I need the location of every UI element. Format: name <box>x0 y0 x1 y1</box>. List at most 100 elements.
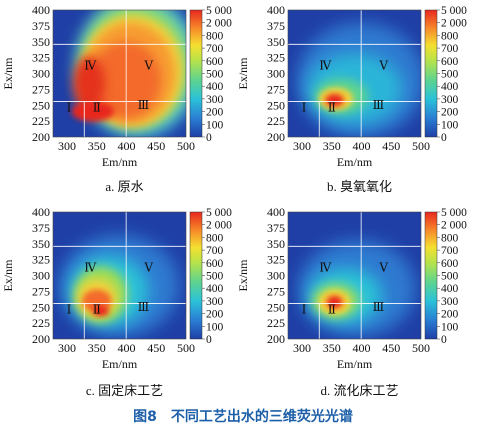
y-tick-label: 275 <box>267 82 285 96</box>
y-tick-label: 375 <box>32 221 50 235</box>
panel-caption: c. 固定床工艺 <box>86 383 163 398</box>
y-tick-label: 375 <box>267 19 285 33</box>
colorbar-tick-label: 100 <box>441 119 459 131</box>
x-tick-label: 500 <box>412 341 430 355</box>
colorbar-tick-label: 700 <box>441 245 459 257</box>
plot-frame <box>52 211 187 340</box>
x-axis-label: Em/nm <box>102 357 138 371</box>
x-tick-label: 450 <box>382 139 400 153</box>
x-tick-label: 400 <box>118 139 136 153</box>
region-label: Ⅲ <box>373 98 385 112</box>
colorbar-tick-label: 800 <box>441 232 459 244</box>
colorbar-tick-label: 300 <box>441 94 459 106</box>
y-tick-label: 350 <box>267 237 285 251</box>
colorbar-tick-label: 200 <box>206 107 224 119</box>
x-tick-label: 300 <box>58 139 76 153</box>
region-label: Ⅲ <box>138 98 150 112</box>
y-axis-label: Ex/nm <box>236 259 250 292</box>
region-label: Ⅱ <box>328 303 336 317</box>
x-axis-label: Em/nm <box>337 155 373 169</box>
y-axis-label: Ex/nm <box>236 57 250 90</box>
colorbar <box>424 9 438 138</box>
x-tick-label: 400 <box>118 341 136 355</box>
colorbar-tick-label: 200 <box>441 107 459 119</box>
region-label: Ⅴ <box>378 59 388 73</box>
y-tick-label: 275 <box>32 284 50 298</box>
colorbar-tick-label: 500 <box>206 271 224 283</box>
colorbar-tick-label: 400 <box>206 283 224 295</box>
y-tick-label: 350 <box>32 35 50 49</box>
y-tick-label: 325 <box>267 51 285 65</box>
colorbar-tick-label: 300 <box>441 296 459 308</box>
colorbar-tick-label: 0 <box>206 132 212 144</box>
region-label: Ⅳ <box>84 261 97 275</box>
y-tick-label: 400 <box>267 205 285 219</box>
region-label: Ⅳ <box>319 261 332 275</box>
plot-frame <box>52 9 187 138</box>
colorbar-tick-label: 600 <box>441 258 459 270</box>
y-tick-label: 200 <box>32 332 50 346</box>
colorbar-tick-label: 2 000 <box>441 220 467 232</box>
colorbar-tick-label: 100 <box>441 321 459 333</box>
x-axis-label: Em/nm <box>102 155 138 169</box>
colorbar-tick-label: 800 <box>206 30 224 42</box>
y-tick-label: 300 <box>32 67 50 81</box>
y-tick-label: 300 <box>267 67 285 81</box>
y-axis-label: Ex/nm <box>1 259 15 292</box>
region-label: Ⅳ <box>84 59 97 73</box>
colorbar-tick-label: 500 <box>441 69 459 81</box>
colorbar-tick-label: 400 <box>206 81 224 93</box>
y-tick-label: 275 <box>267 284 285 298</box>
colorbar-tick-label: 700 <box>206 43 224 55</box>
heatmap <box>288 212 421 339</box>
region-label: Ⅳ <box>319 59 332 73</box>
plot-frame <box>287 9 422 138</box>
heatmap <box>53 10 186 137</box>
y-tick-label: 400 <box>267 3 285 17</box>
colorbar-tick-label: 5 000 <box>206 207 232 219</box>
x-tick-label: 450 <box>382 341 400 355</box>
x-tick-label: 300 <box>293 139 311 153</box>
panel-caption: d. 流化床工艺 <box>320 383 398 398</box>
colorbar-tick-label: 2 000 <box>206 18 232 30</box>
intensity-blob <box>92 305 109 317</box>
y-tick-label: 200 <box>267 332 285 346</box>
colorbar-tick-label: 200 <box>441 309 459 321</box>
x-tick-label: 450 <box>147 341 165 355</box>
colorbar-tick-label: 2 000 <box>206 220 232 232</box>
colorbar-tick-label: 200 <box>206 309 224 321</box>
intensity-blob <box>325 93 344 107</box>
y-tick-label: 325 <box>32 253 50 267</box>
colorbar-tick-label: 400 <box>441 81 459 93</box>
y-tick-label: 275 <box>32 82 50 96</box>
plot-frame <box>287 211 422 340</box>
colorbar-tick-label: 800 <box>441 30 459 42</box>
region-label: Ⅱ <box>328 101 336 115</box>
y-tick-label: 200 <box>267 130 285 144</box>
colorbar-tick-label: 800 <box>206 232 224 244</box>
region-label: Ⅱ <box>93 101 101 115</box>
region-label: Ⅰ <box>302 101 307 115</box>
region-label: Ⅴ <box>143 59 153 73</box>
intensity-blob <box>71 101 115 122</box>
x-tick-label: 400 <box>353 139 371 153</box>
x-tick-label: 350 <box>88 341 106 355</box>
x-tick-label: 350 <box>88 139 106 153</box>
x-tick-label: 450 <box>147 139 165 153</box>
panel-caption: a. 原水 <box>105 179 143 194</box>
colorbar-tick-label: 5 000 <box>206 5 232 17</box>
colorbar-tick-label: 600 <box>206 56 224 68</box>
intensity-blob <box>326 295 343 309</box>
x-tick-label: 300 <box>58 341 76 355</box>
colorbar-tick-label: 2 000 <box>441 18 467 30</box>
x-tick-label: 400 <box>353 341 371 355</box>
figure-title: 图8 不同工艺出水的三维荧光光谱 <box>133 409 353 425</box>
region-label: Ⅴ <box>378 261 388 275</box>
colorbar-tick-label: 5 000 <box>441 5 467 17</box>
colorbar-tick-label: 100 <box>206 119 224 131</box>
x-tick-label: 500 <box>177 139 195 153</box>
colorbar <box>424 211 438 340</box>
